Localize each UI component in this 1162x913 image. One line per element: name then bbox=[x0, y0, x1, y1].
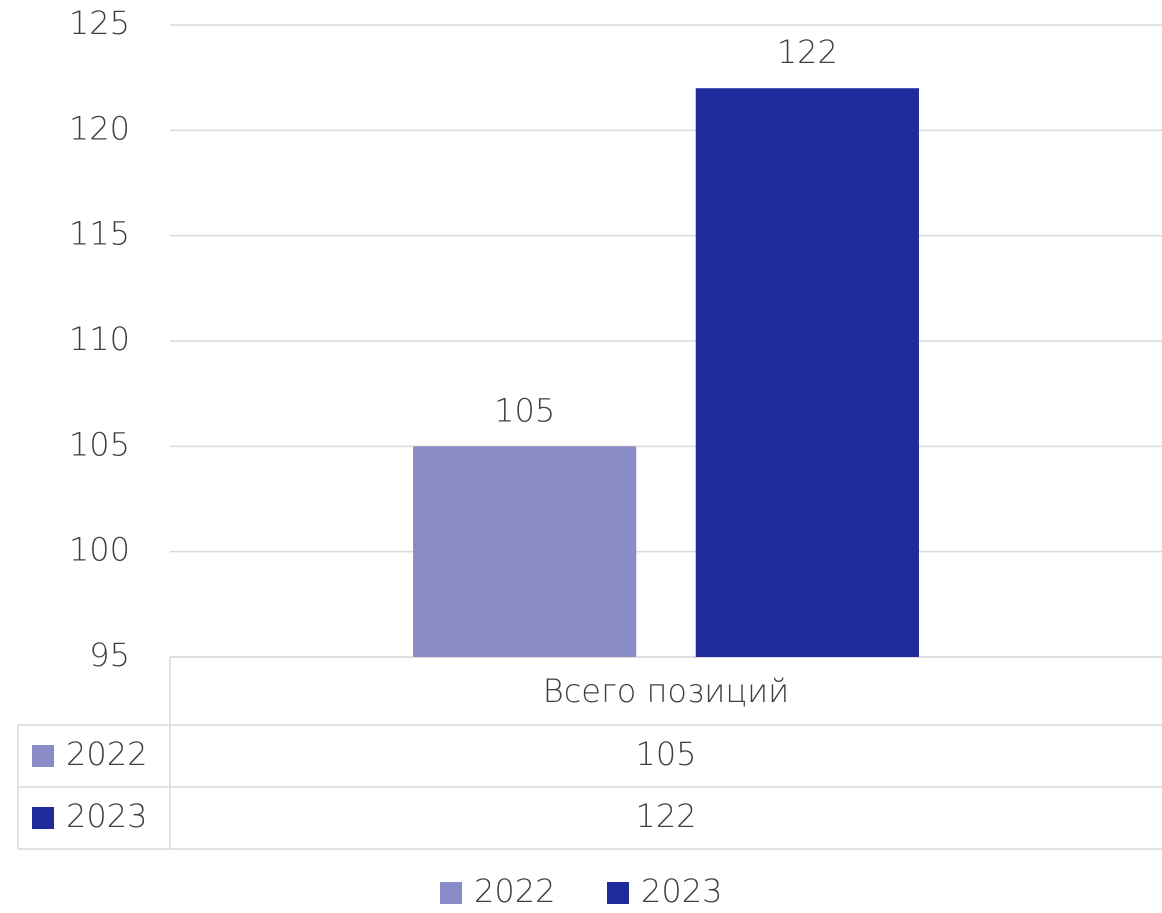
table-series-name: 2023 bbox=[66, 797, 147, 835]
table-legend-key bbox=[32, 745, 54, 767]
data-label: 122 bbox=[777, 33, 838, 71]
legend-key bbox=[440, 882, 462, 904]
table-series-name: 2022 bbox=[66, 735, 147, 773]
legend-label: 2022 bbox=[474, 872, 555, 910]
legend-label: 2023 bbox=[641, 872, 722, 910]
y-tick-label: 125 bbox=[69, 4, 130, 42]
y-tick-label: 105 bbox=[69, 425, 130, 463]
category-label: Всего позиций bbox=[543, 672, 790, 710]
y-tick-label: 95 bbox=[89, 636, 130, 674]
table-value: 105 bbox=[635, 735, 696, 773]
legend-key bbox=[607, 882, 629, 904]
y-tick-label: 120 bbox=[69, 109, 130, 147]
bar bbox=[695, 88, 919, 657]
y-tick-label: 110 bbox=[69, 320, 130, 358]
table-value: 122 bbox=[635, 797, 696, 835]
data-label: 105 bbox=[494, 391, 555, 429]
y-tick-label: 100 bbox=[69, 531, 130, 569]
bar bbox=[413, 446, 637, 657]
table-legend-key bbox=[32, 807, 54, 829]
y-tick-label: 115 bbox=[69, 215, 130, 253]
